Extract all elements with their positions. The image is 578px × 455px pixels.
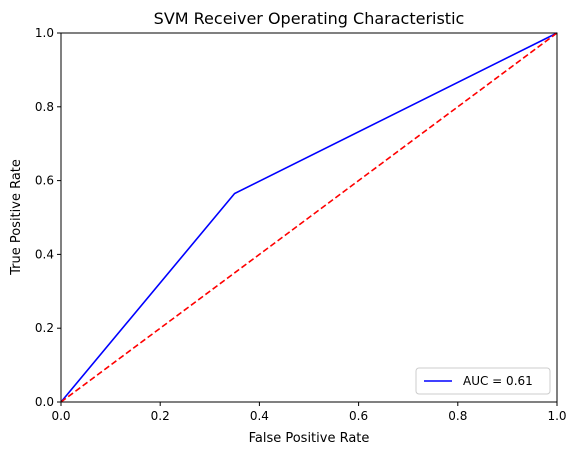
y-tick-label: 0.0	[35, 395, 54, 409]
y-tick-label: 1.0	[35, 26, 54, 40]
roc-curve-line	[60, 32, 558, 403]
series-layer	[60, 32, 558, 403]
chance-diagonal-line	[60, 32, 558, 403]
legend-label-auc: AUC = 0.61	[463, 374, 533, 388]
x-tick-label: 0.4	[250, 409, 269, 423]
x-tick-label: 0.6	[349, 409, 368, 423]
x-axis-label: False Positive Rate	[249, 431, 370, 446]
x-tick-label: 0.0	[51, 409, 70, 423]
y-tick-label: 0.8	[35, 100, 54, 114]
legend-box	[415, 367, 551, 395]
y-tick-label: 0.4	[35, 247, 54, 261]
x-tick-label: 1.0	[547, 409, 566, 423]
legend: AUC = 0.61	[415, 367, 551, 395]
y-tick-label: 0.2	[35, 321, 54, 335]
y-tick-label: 0.6	[35, 174, 54, 188]
y-axis-label: True Positive Rate	[9, 159, 24, 276]
tick-layer: 0.0 0.2 0.4 0.6 0.8 1.0 0.0 0.2 0.4 0.6 0.8 1.0	[35, 26, 567, 423]
chart-title: SVM Receiver Operating Characteristic	[154, 9, 465, 28]
x-tick-label: 0.8	[448, 409, 467, 423]
x-tick-label: 0.2	[151, 409, 170, 423]
plot-frame	[60, 32, 558, 403]
